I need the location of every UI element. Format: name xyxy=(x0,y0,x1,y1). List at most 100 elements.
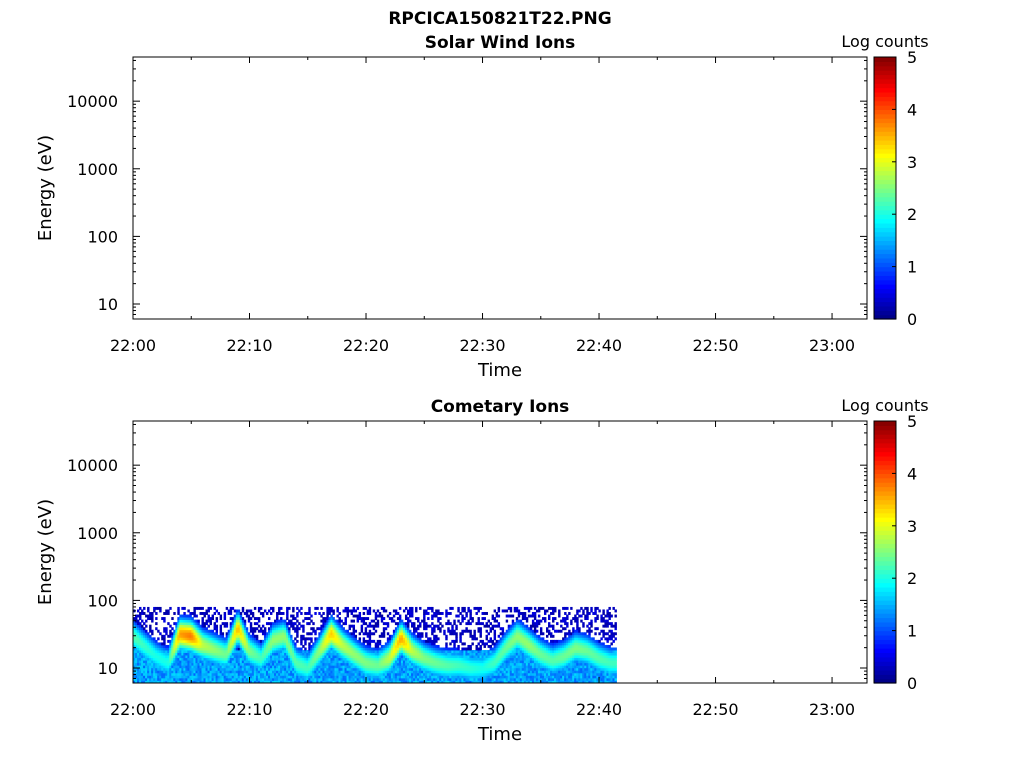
spectrogram-cell xyxy=(231,662,235,666)
spectrogram-cell xyxy=(390,644,394,648)
spectrogram-cell xyxy=(346,647,349,651)
spectrogram-cell xyxy=(161,680,164,684)
spectrogram-cell xyxy=(519,632,523,636)
spectrogram-cell xyxy=(433,650,436,653)
spectrogram-cell xyxy=(517,670,521,674)
spectrogram-cell xyxy=(475,680,478,684)
spectrogram-cell xyxy=(231,634,235,638)
spectrogram-cell xyxy=(193,634,196,638)
spectrogram-cell xyxy=(463,655,466,659)
spectrogram-cell xyxy=(350,680,353,684)
spectrogram-cell xyxy=(344,617,347,621)
spectrogram-cell xyxy=(330,667,333,671)
spectrogram-cell xyxy=(517,665,521,669)
spectrogram-cell xyxy=(535,662,539,666)
spectrogram-cell xyxy=(239,617,243,621)
spectrogram-cell xyxy=(239,665,243,669)
spectrogram-cell xyxy=(137,642,140,646)
spectrogram-cell xyxy=(505,637,509,641)
spectrogram-cell xyxy=(463,667,466,671)
spectrogram-cell xyxy=(515,619,519,623)
spectrogram-cell xyxy=(217,667,221,671)
spectrogram-cell xyxy=(302,667,305,671)
spectrogram-cell xyxy=(257,624,261,628)
spectrogram-cell xyxy=(415,642,418,646)
spectrogram-cell xyxy=(201,655,204,659)
spectrogram-cell xyxy=(352,675,356,679)
spectrogram-cell xyxy=(187,634,190,638)
spectrogram-cell xyxy=(280,606,283,610)
spectrogram-cell xyxy=(439,667,442,671)
spectrogram-cell xyxy=(179,627,182,631)
spectrogram-cell xyxy=(133,629,136,633)
spectrogram-cell xyxy=(539,637,543,641)
spectrogram-cell xyxy=(197,637,200,641)
spectrogram-cell xyxy=(521,662,525,666)
spectrogram-cell xyxy=(398,647,402,651)
spectrogram-cell xyxy=(394,665,398,669)
spectrogram-cell xyxy=(358,642,362,646)
spectrogram-cell xyxy=(284,652,287,656)
spectrogram-cell xyxy=(173,647,176,651)
spectrogram-cell xyxy=(237,644,241,648)
spectrogram-cell xyxy=(346,672,349,676)
spectrogram-cell xyxy=(439,670,442,674)
spectrogram-cell xyxy=(139,617,142,621)
spectrogram-cell xyxy=(149,662,152,666)
spectrogram-cell xyxy=(157,662,160,666)
spectrogram-cell xyxy=(203,677,206,681)
spectrogram-cell xyxy=(445,657,448,661)
spectrogram-cell xyxy=(221,680,225,684)
spectrogram-cell xyxy=(257,655,261,659)
spectrogram-cell xyxy=(519,657,523,661)
spectrogram-cell xyxy=(288,672,291,676)
spectrogram-cell xyxy=(302,665,305,669)
spectrogram-cell xyxy=(141,657,144,661)
spectrogram-cell xyxy=(175,655,178,659)
spectrogram-cell xyxy=(509,632,513,636)
spectrogram-cell xyxy=(203,667,206,671)
spectrogram-cell xyxy=(471,634,474,638)
spectrogram-cell xyxy=(133,637,136,641)
spectrogram-cell xyxy=(233,627,237,631)
spectrogram-cell xyxy=(380,652,384,656)
spectrogram-cell xyxy=(370,670,374,674)
spectrogram-cell xyxy=(267,639,271,643)
spectrogram-cell xyxy=(515,624,519,628)
spectrogram-cell xyxy=(475,637,478,641)
spectrogram-cell xyxy=(411,639,414,643)
spectrogram-cell xyxy=(272,665,275,669)
spectrogram-cell xyxy=(368,680,372,684)
spectrogram-cell xyxy=(269,634,273,638)
spectrogram-cell xyxy=(296,662,299,666)
spectrogram-cell xyxy=(382,650,386,653)
spectrogram-cell xyxy=(386,639,390,643)
spectrogram-cell xyxy=(151,672,154,676)
spectrogram-cell xyxy=(356,644,360,648)
spectrogram-cell xyxy=(370,680,374,684)
spectrogram-cell xyxy=(421,672,424,676)
spectrogram-cell xyxy=(330,642,333,646)
spectrogram-cell xyxy=(477,665,480,669)
spectrogram-cell xyxy=(201,667,204,671)
spectrogram-cell xyxy=(332,652,335,656)
spectrogram-cell xyxy=(143,612,146,615)
spectrogram-cell xyxy=(394,612,398,615)
spectrogram-cell xyxy=(497,660,501,664)
spectrogram-cell xyxy=(513,624,517,628)
spectrogram-cell xyxy=(336,670,339,674)
spectrogram-cell xyxy=(145,629,148,633)
spectrogram-cell xyxy=(197,647,200,651)
spectrogram-cell xyxy=(503,652,507,656)
spectrogram-cell xyxy=(284,650,287,653)
spectrogram-cell xyxy=(165,652,168,656)
spectrogram-cell xyxy=(469,680,472,684)
spectrogram-cell xyxy=(505,680,509,684)
spectrogram-cell xyxy=(352,672,356,676)
spectrogram-cell xyxy=(306,670,309,674)
spectrogram-cell xyxy=(155,675,158,679)
spectrogram-cell xyxy=(535,650,539,653)
spectrogram-cell xyxy=(517,637,521,641)
spectrogram-cell xyxy=(350,665,353,669)
spectrogram-cell xyxy=(205,652,208,656)
